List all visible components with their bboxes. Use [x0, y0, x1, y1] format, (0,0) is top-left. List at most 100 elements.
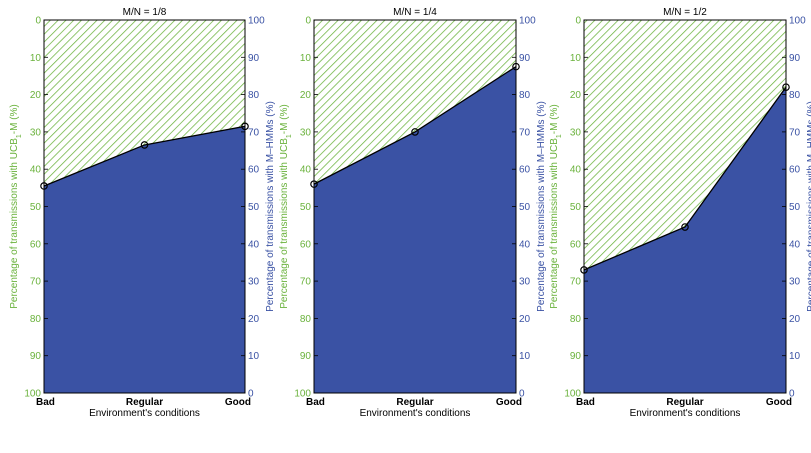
left-tick-label: 60 [30, 239, 42, 250]
panel-title: M/N = 1/4 [393, 7, 437, 18]
left-tick-label: 0 [35, 16, 41, 27]
left-tick-label: 100 [24, 389, 41, 400]
left-tick-label: 90 [570, 351, 582, 362]
x-axis-label: Environment's conditions [360, 408, 471, 419]
left-tick-label: 70 [570, 277, 582, 288]
right-tick-label: 60 [248, 165, 260, 176]
right-tick-label: 60 [789, 165, 801, 176]
x-tick-label: Regular [396, 397, 433, 408]
left-tick-label: 100 [564, 389, 581, 400]
right-tick-label: 10 [789, 351, 801, 362]
right-tick-label: 20 [519, 314, 531, 325]
left-tick-label: 30 [570, 127, 582, 138]
right-tick-label: 70 [519, 127, 531, 138]
x-tick-label: Bad [576, 397, 595, 408]
left-tick-label: 20 [300, 90, 312, 101]
boundary-line [583, 86, 787, 271]
left-tick-label: 50 [300, 202, 312, 213]
left-tick-label: 40 [570, 165, 582, 176]
right-tick-label: 10 [248, 351, 260, 362]
right-tick-label: 100 [519, 16, 536, 27]
right-tick-label: 90 [248, 53, 260, 64]
panel-2: 0 10 20 30 40 50 60 70 80 90 100 0 10 20 30 40 50 60 70 80 9… [279, 7, 547, 419]
left-tick-label: 10 [30, 53, 42, 64]
left-tick-label: 40 [300, 165, 312, 176]
left-tick-label: 50 [30, 202, 42, 213]
x-tick-label: Good [766, 397, 792, 408]
data-point-regular [681, 223, 689, 231]
left-tick-label: 80 [570, 314, 582, 325]
right-tick-label: 90 [789, 53, 801, 64]
x-tick-label: Good [225, 397, 251, 408]
left-axis-label: Percentage of transmissions with UCB1-M … [9, 104, 23, 309]
panel-title: M/N = 1/2 [663, 7, 707, 18]
x-tick-label: Bad [306, 397, 325, 408]
right-tick-label: 10 [519, 351, 531, 362]
left-tick-label: 10 [570, 53, 582, 64]
x-axis-label: Environment's conditions [630, 408, 741, 419]
boundary-line [43, 125, 246, 187]
data-point-regular [411, 128, 419, 136]
left-tick-label: 40 [30, 165, 42, 176]
left-axis-label: Percentage of transmissions with UCB1-M … [279, 104, 293, 309]
right-tick-label: 40 [519, 239, 531, 250]
right-tick-label: 50 [248, 202, 260, 213]
right-tick-label: 40 [789, 239, 801, 250]
right-tick-label: 40 [248, 239, 260, 250]
right-tick-label: 100 [789, 16, 806, 27]
left-tick-label: 90 [30, 351, 42, 362]
left-tick-label: 60 [570, 239, 582, 250]
hmm-area [314, 66, 516, 393]
left-tick-label: 50 [570, 202, 582, 213]
right-tick-label: 30 [789, 277, 801, 288]
right-tick-label: 80 [248, 90, 260, 101]
left-tick-label: 10 [300, 53, 312, 64]
hmm-area [584, 87, 786, 393]
x-axis-label: Environment's conditions [89, 408, 200, 419]
left-tick-label: 70 [30, 277, 42, 288]
left-tick-label: 0 [575, 16, 581, 27]
right-tick-label: 80 [519, 90, 531, 101]
left-axis-label: Percentage of transmissions with UCB1-M … [549, 104, 563, 309]
left-tick-label: 20 [570, 90, 582, 101]
left-tick-label: 90 [300, 351, 312, 362]
right-axis-label: Percentage of transmissions with M–HMMs … [265, 101, 276, 312]
right-tick-label: 20 [248, 314, 260, 325]
data-point-regular [140, 141, 149, 149]
right-tick-label: 60 [519, 165, 531, 176]
right-tick-label: 0 [519, 389, 525, 400]
left-tick-label: 30 [300, 127, 312, 138]
right-tick-label: 50 [789, 202, 801, 213]
panel-title: M/N = 1/8 [123, 7, 167, 18]
right-tick-label: 70 [248, 127, 260, 138]
left-tick-label: 70 [300, 277, 312, 288]
right-tick-label: 70 [789, 127, 801, 138]
right-axis-label: Percentage of transmissions with M–HMMs … [536, 101, 547, 312]
left-tick-label: 80 [30, 314, 42, 325]
right-tick-label: 20 [789, 314, 801, 325]
right-tick-label: 30 [248, 277, 260, 288]
x-tick-label: Regular [126, 397, 163, 408]
left-tick-label: 0 [305, 16, 311, 27]
x-tick-label: Good [496, 397, 522, 408]
x-tick-label: Bad [36, 397, 55, 408]
right-tick-label: 100 [248, 16, 265, 27]
x-tick-label: Regular [666, 397, 703, 408]
right-tick-label: 50 [519, 202, 531, 213]
boundary-line [313, 66, 517, 185]
panel-3: 0 10 20 30 40 50 60 70 80 90 100 0 10 20 30 40 50 60 70 80 9… [549, 7, 811, 419]
right-tick-label: 30 [519, 277, 531, 288]
left-tick-label: 20 [30, 90, 42, 101]
left-tick-label: 60 [300, 239, 312, 250]
right-tick-label: 0 [789, 389, 795, 400]
right-axis-label: Percentage of transmissions with M–HMMs … [806, 101, 811, 312]
left-tick-label: 80 [300, 314, 312, 325]
left-tick-label: 30 [30, 127, 42, 138]
right-tick-label: 80 [789, 90, 801, 101]
panel-1: 0 10 20 30 40 50 60 70 80 90 100 0 10 20 30 40 50 60 70 80 9… [9, 7, 276, 419]
right-tick-label: 90 [519, 53, 531, 64]
left-tick-label: 100 [294, 389, 311, 400]
hmm-area [44, 126, 245, 394]
right-tick-label: 0 [248, 389, 254, 400]
